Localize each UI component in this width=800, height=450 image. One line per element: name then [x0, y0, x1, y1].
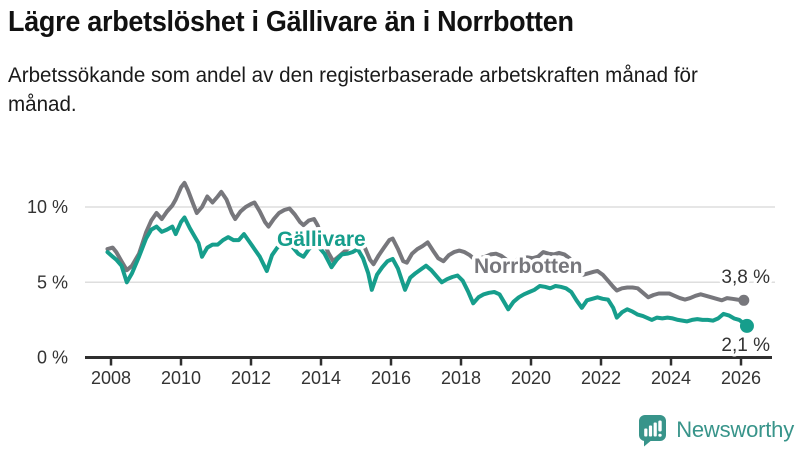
x-axis-tick-label: 2010 [161, 368, 201, 388]
bar-chart-speech-bubble-icon [639, 414, 667, 446]
x-axis-tick-label: 2024 [651, 368, 691, 388]
unemployment-line-chart: 0 % 5 % 10 % 2008 2010 2012 2014 2016 2018 2020 20… [27, 180, 775, 388]
brand-name: Newsworthy [676, 417, 794, 442]
x-axis-tick-label: 2016 [371, 368, 411, 388]
newsworthy-logo[interactable]: Newsworthy [638, 412, 794, 448]
y-axis-tick-label: 10 % [27, 197, 68, 217]
end-dot-gällivare [739, 318, 754, 333]
end-value-label-gällivare: 2,1 % [721, 335, 770, 356]
x-axis-tick-label: 2012 [231, 368, 271, 388]
line-norrbotten [105, 180, 746, 303]
end-value-label-norrbotten: 3,8 % [721, 267, 770, 288]
x-axis-tick-label: 2014 [301, 368, 341, 388]
x-axis-tick-label: 2020 [511, 368, 551, 388]
x-axis-tick-label: 2022 [581, 368, 621, 388]
y-axis-tick-label: 5 % [37, 272, 68, 292]
line-gällivare [105, 215, 749, 328]
end-dot-norrbotten [738, 294, 750, 306]
series-label-norrbotten: Norrbotten [474, 255, 583, 278]
chart-subtitle: Arbetssökande som andel av den registerb… [8, 64, 698, 116]
x-axis-tick-label: 2008 [91, 368, 131, 388]
series-label-gällivare: Gällivare [277, 228, 366, 251]
y-axis-tick-label: 0 % [37, 348, 68, 368]
page-title: Lägre arbetslöshet i Gällivare än i Norr… [8, 6, 574, 38]
x-axis-tick-label: 2026 [721, 368, 761, 388]
x-axis-tick-label: 2018 [441, 368, 481, 388]
